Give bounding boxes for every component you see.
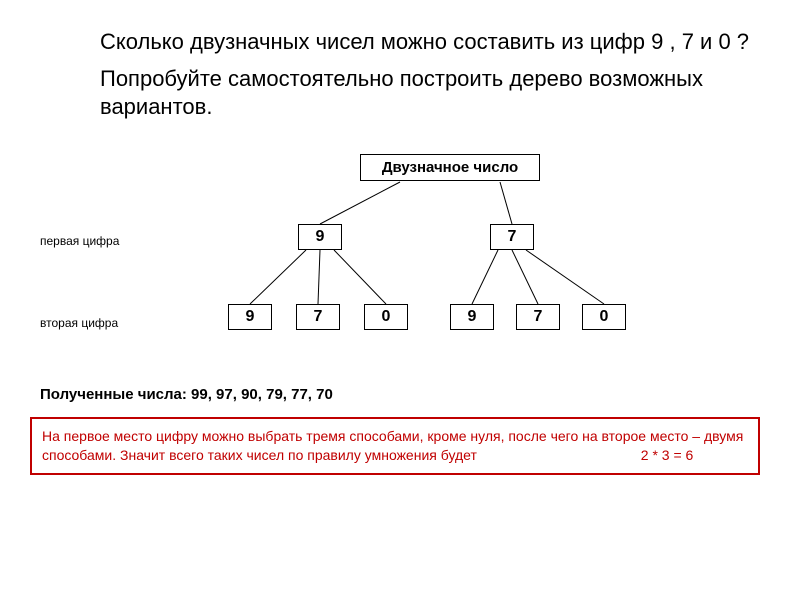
explanation-text: На первое место цифру можно выбрать трем… xyxy=(42,428,743,463)
tree-level1-node-0: 9 xyxy=(298,224,342,250)
tree-level2-node-0: 9 xyxy=(228,304,272,330)
tree-level2-node-4: 7 xyxy=(516,304,560,330)
tree-level2-node-2: 0 xyxy=(364,304,408,330)
tree-level2-node-5: 0 xyxy=(582,304,626,330)
result-numbers: Полученные числа: 99, 97, 90, 79, 77, 70 xyxy=(40,386,760,403)
explanation-box: На первое место цифру можно выбрать трем… xyxy=(30,417,760,475)
tree-root-node: Двузначное число xyxy=(360,154,540,181)
question-line-1: Сколько двузначных чисел можно составить… xyxy=(100,28,760,57)
tree-diagram: первая цифра вторая цифра Двузначное чис… xyxy=(100,148,760,378)
tree-level2-node-1: 7 xyxy=(296,304,340,330)
explanation-calc: 2 * 3 = 6 xyxy=(641,447,694,463)
question-line-2: Попробуйте самостоятельно построить дере… xyxy=(100,65,760,122)
tree-level1-node-1: 7 xyxy=(490,224,534,250)
tree-level2-node-3: 9 xyxy=(450,304,494,330)
